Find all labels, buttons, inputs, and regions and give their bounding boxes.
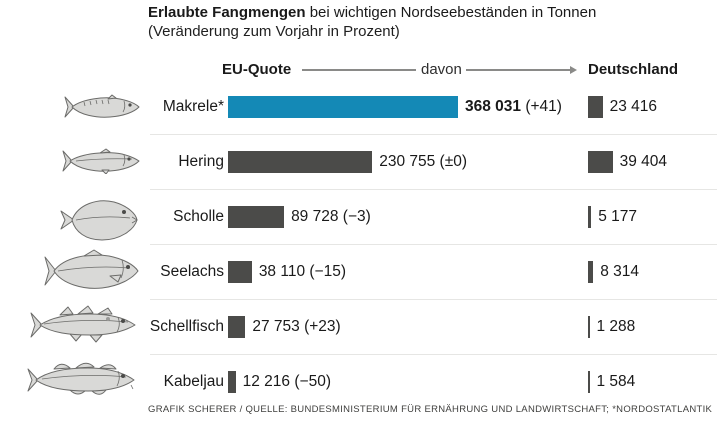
germany-column-header: Deutschland (588, 61, 679, 78)
davon-connector-line-right (466, 69, 570, 71)
germany-value: 23 416 (609, 98, 658, 115)
eu-quota-bar (228, 206, 285, 228)
species-label: Seelachs (160, 263, 224, 280)
chart-row: Hering 230 755 (±0) 39 404 (0, 138, 720, 193)
germany-bar (588, 206, 592, 228)
scholle-fish-icon (60, 200, 138, 241)
chart-title-emphasis: Erlaubte Fangmengen (148, 4, 306, 21)
eu-quota-value: 230 755 (±0) (379, 151, 467, 173)
fish-illustration (44, 249, 140, 293)
eu-quota-change: (+41) (525, 98, 562, 115)
eu-quota-change: (−50) (294, 373, 331, 390)
germany-bar (588, 151, 613, 173)
chart-subtitle: (Veränderung zum Vorjahr in Prozent) (148, 23, 400, 40)
davon-connector-line-left (302, 69, 416, 71)
species-label: Schellfisch (149, 318, 224, 335)
kabeljau-fish-icon (27, 362, 135, 395)
eu-quota-column-header: EU-Quote (222, 61, 292, 78)
eu-quota-bar (228, 316, 246, 338)
germany-bar (588, 96, 603, 118)
eu-quota-number: 89 728 (291, 208, 339, 225)
chart-title: Erlaubte Fangmengen bei wichtigen Nordse… (148, 3, 708, 22)
germany-bar (588, 371, 590, 393)
eu-quota-number: 12 216 (242, 373, 291, 390)
eu-quota-change: (+23) (304, 318, 341, 335)
eu-quota-value: 89 728 (−3) (291, 206, 371, 228)
eu-quota-number: 368 031 (465, 98, 522, 115)
eu-quota-number: 38 110 (258, 263, 306, 280)
eu-quota-value: 12 216 (−50) (243, 371, 331, 393)
germany-value: 5 177 (598, 208, 638, 225)
germany-value: 1 584 (596, 373, 636, 390)
fish-illustration (64, 93, 140, 121)
chart-row: Seelachs 38 110 (−15) 8 314 (0, 248, 720, 303)
chart-title-rest: bei wichtigen Nordseebeständen in Tonnen (309, 4, 597, 21)
eu-quota-change: (−15) (309, 263, 347, 280)
fish-illustration (62, 148, 140, 174)
chart-row: Makrele* 368 031 (+41) 23 416 (0, 83, 720, 138)
germany-value: 1 288 (596, 318, 636, 335)
germany-value: 39 404 (619, 153, 668, 170)
eu-quota-bar (228, 371, 236, 393)
germany-bar (588, 316, 590, 338)
eu-quota-change: (−3) (342, 208, 371, 225)
fish-illustration (30, 305, 138, 345)
eu-quota-bar (228, 261, 252, 283)
makrele-fish-icon (64, 94, 140, 118)
eu-quota-value: 368 031 (+41) (465, 96, 562, 118)
eu-quota-number: 27 753 (252, 318, 300, 335)
species-label: Hering (178, 153, 224, 170)
seelachs-fish-icon (44, 249, 139, 289)
davon-label: davon (421, 61, 462, 78)
arrow-right-icon (570, 65, 577, 74)
schellfisch-fish-icon (30, 305, 136, 343)
fish-illustration (26, 359, 138, 401)
germany-value: 8 314 (600, 263, 639, 280)
eu-quota-bar (228, 96, 458, 118)
credit-line: GRAFIK SCHERER / QUELLE: BUNDESMINISTERI… (148, 404, 713, 415)
eu-quota-value: 27 753 (+23) (252, 316, 340, 338)
chart-row: Scholle 89 728 (−3) 5 177 (0, 193, 720, 248)
chart-row: Schellfisch 27 753 (+23) 1 288 (0, 303, 720, 358)
species-label: Makrele* (162, 98, 224, 115)
germany-bar (588, 261, 594, 283)
eu-quota-change: (±0) (439, 153, 467, 170)
chart-row: Kabeljau 12 216 (−50) 1 584 (0, 358, 720, 413)
eu-quota-bar (228, 151, 373, 173)
eu-quota-number: 230 755 (379, 153, 436, 170)
fish-illustration (58, 196, 138, 244)
hering-fish-icon (62, 148, 140, 174)
eu-quota-value: 38 110 (−15) (259, 261, 346, 283)
species-label: Kabeljau (163, 373, 224, 390)
species-label: Scholle (173, 208, 224, 225)
